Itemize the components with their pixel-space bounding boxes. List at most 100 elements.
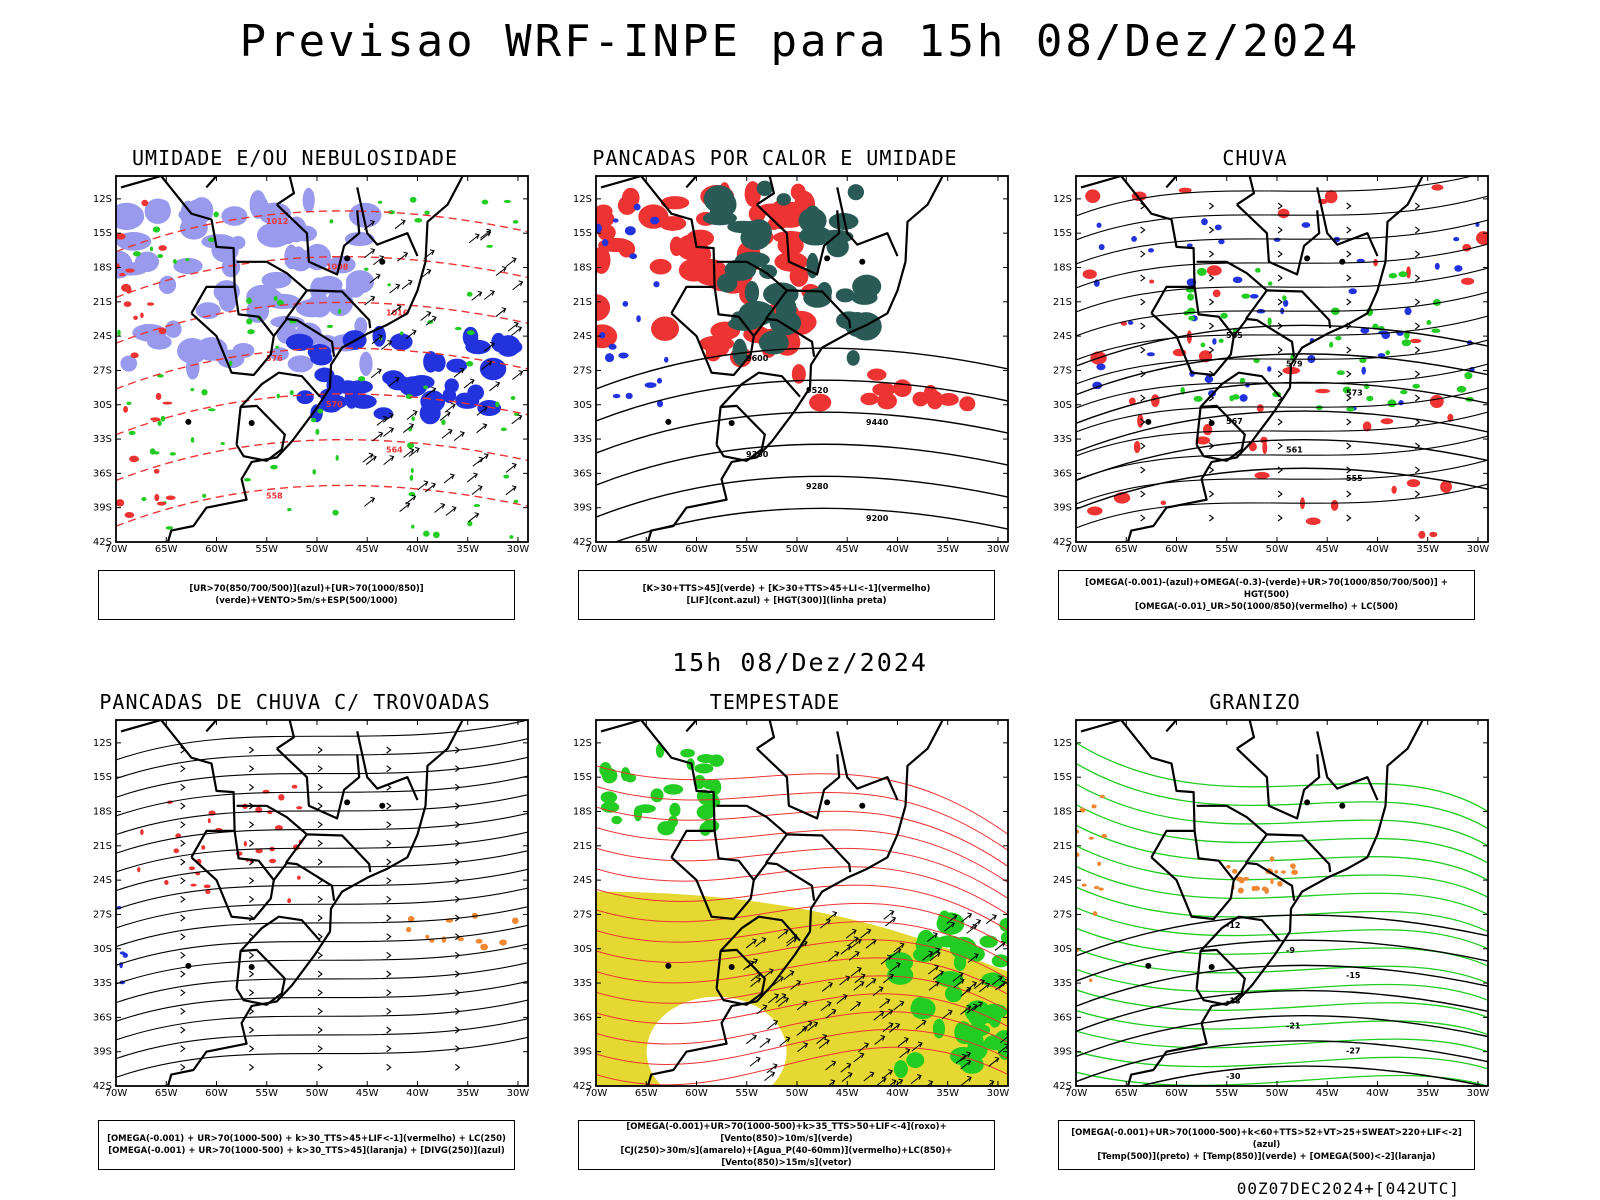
wind-arrow (434, 504, 445, 513)
field-blob (1431, 328, 1441, 333)
streamline-arrow (317, 1007, 323, 1015)
field-blob (441, 419, 446, 426)
border-line (190, 285, 275, 377)
field-blob (1187, 293, 1195, 301)
streamline-arrow (180, 765, 186, 773)
streamline-arrow (1140, 514, 1146, 522)
field-blob (165, 526, 174, 530)
wind-arrowhead (487, 360, 493, 366)
lat-tick-label: 36S (93, 468, 112, 479)
legend-line: [K>30+TTS>45](verde) + [K>30+TTS>45+LI<-… (642, 584, 931, 594)
contour-line (1076, 467, 1488, 510)
field-blob (612, 218, 619, 223)
field-blob (696, 804, 715, 820)
wind-arrow (850, 1002, 861, 1012)
field-blob (432, 531, 440, 539)
field-blob (1091, 804, 1097, 809)
wind-arrow (955, 1054, 967, 1064)
field-blob (1476, 231, 1488, 245)
field-blob (1464, 372, 1473, 380)
wind-arrowhead (478, 456, 484, 463)
lon-tick-label: 60W (685, 544, 708, 555)
lat-tick-label: 15S (1053, 772, 1072, 783)
wind-arrowhead (411, 494, 417, 501)
wind-arrow (466, 473, 478, 483)
lon-tick-label: 55W (735, 544, 758, 555)
field-blob (116, 499, 125, 507)
wind-arrow (512, 281, 523, 291)
lake-mark (859, 258, 866, 265)
legend-line: [CJ(250)>30m/s](amarelo)+[Agua_P(40-60mm… (620, 1146, 953, 1168)
field-blob (359, 351, 373, 376)
contour-line (1076, 324, 1488, 367)
field-blob (1429, 394, 1444, 409)
wind-arrow (401, 280, 413, 290)
wind-arrowhead (1000, 940, 1006, 947)
lat-tick-label: 36S (573, 1012, 592, 1023)
field-blob (431, 353, 446, 372)
field-blob (275, 345, 279, 349)
field-blob (246, 318, 253, 325)
wind-arrow (376, 416, 388, 426)
contour-label: 561 (1286, 446, 1303, 455)
green-contour (1076, 865, 1488, 916)
field-blob (408, 375, 435, 390)
contour-lines (596, 347, 1008, 542)
lake-mark (728, 964, 735, 971)
rain-blue (1092, 218, 1480, 411)
field-blob (221, 206, 248, 226)
field-blob (938, 910, 951, 929)
wind-arrowhead (831, 1008, 837, 1015)
wind-arrow (911, 1042, 923, 1052)
field-blob (767, 217, 781, 230)
lon-tick-label: 45W (356, 1088, 379, 1099)
streamline (116, 831, 528, 873)
lake-mark (248, 420, 255, 427)
wind-arrowhead (756, 977, 762, 983)
map-body: -12-9-15-18-21-27-30 (1076, 720, 1488, 1086)
wind-arrowhead (376, 368, 382, 374)
contour-line (596, 443, 1008, 486)
map-svg: 1012 1008 1016 576 570 564 558 12S 15S 18S 21S 24S 2… (93, 175, 529, 555)
streamline-arrow (1415, 394, 1421, 402)
wind-arrow (848, 952, 860, 961)
wind-arrow (872, 987, 884, 997)
contour-label: 1012 (266, 217, 288, 226)
lat-tick-label: 42S (573, 1081, 592, 1092)
wind-arrowhead (518, 370, 524, 376)
wind-arrow (775, 994, 786, 1004)
lon-tick-label: 45W (836, 544, 859, 555)
field-blob (332, 509, 339, 516)
wind-arrow (389, 284, 400, 294)
contour-line (116, 438, 528, 482)
field-blob (1188, 315, 1195, 321)
field-blob (149, 246, 154, 252)
border-line (356, 187, 419, 257)
wind-arrow (839, 976, 850, 986)
wind-arrowhead (961, 1053, 967, 1060)
border-line (685, 176, 775, 206)
streamline-arrow (317, 1063, 323, 1071)
wind-arrowhead (511, 462, 517, 469)
streamline-arrow (1209, 298, 1215, 306)
panel-title: PANCADAS POR CALOR E UMIDADE (592, 146, 958, 170)
lake-mark (1145, 962, 1152, 969)
field-blob (893, 379, 912, 398)
contour-labels: 1012 1008 1016 576 570 564 558 (266, 217, 409, 501)
field-blob (1348, 288, 1357, 295)
streamline-arrow (1415, 466, 1421, 474)
field-blob (141, 199, 149, 207)
wind-arrowhead (950, 921, 956, 928)
field-blob (1301, 222, 1311, 228)
border-line (284, 289, 372, 329)
wind-arrowhead (813, 1021, 819, 1028)
field-blob (364, 267, 369, 271)
contour-label: 9360 (746, 450, 769, 459)
green-contour (1076, 783, 1488, 847)
field-blob (1291, 863, 1296, 870)
wind-arrowhead (375, 273, 381, 280)
lon-tick-label: 50W (1266, 544, 1289, 555)
legend-chuva: [OMEGA(-0.001)-(azul)+OMEGA(-0.3)-(verde… (1058, 570, 1475, 620)
wind-arrow (985, 915, 997, 925)
